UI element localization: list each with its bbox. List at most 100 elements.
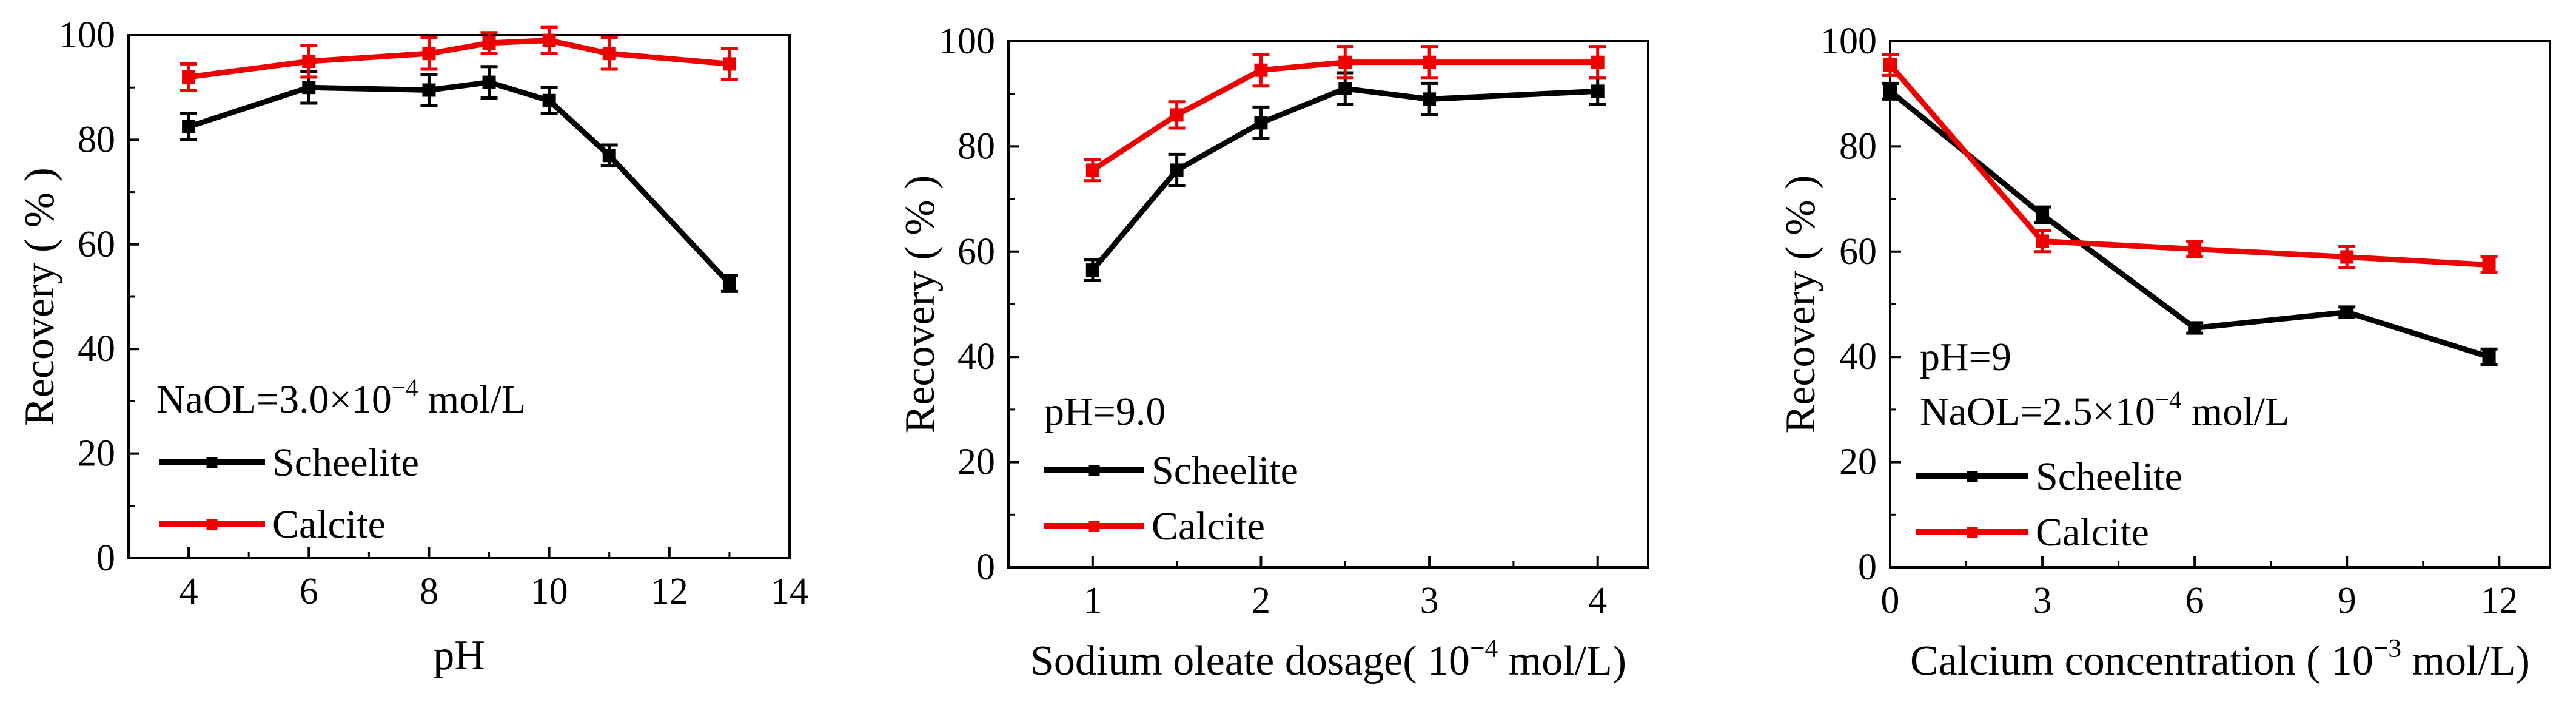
series-line bbox=[1090, 86, 1598, 272]
annotation: NaOL=2.5×10−4 mol/L bbox=[1920, 386, 2289, 434]
series-line bbox=[1888, 63, 2489, 268]
data-point bbox=[2188, 242, 2202, 256]
legend-label: Calcite bbox=[2036, 510, 2149, 555]
data-point bbox=[182, 70, 196, 84]
annotation-part-1: −4 bbox=[2155, 386, 2182, 413]
y-axis-label: Recovery ( % ) bbox=[1777, 175, 1824, 434]
legend-marker bbox=[1088, 465, 1100, 476]
data-point bbox=[2482, 258, 2496, 272]
x-axis-label-part-1: −4 bbox=[1470, 634, 1498, 663]
y-tick-label: 100 bbox=[939, 21, 995, 62]
x-tick-label: 8 bbox=[420, 571, 438, 612]
data-point bbox=[302, 55, 316, 69]
x-tick-label: 12 bbox=[2480, 580, 2518, 621]
data-point bbox=[1338, 55, 1352, 69]
annotation-part-2: mol/L bbox=[2181, 390, 2289, 434]
x-axis-label: Calcium concentration ( 10−3 mol/L) bbox=[1910, 634, 2530, 684]
chart-panel-dosage: 0 20 40 60 80 100 1 2 3 4 Sodium oleate dosage( 10… bbox=[897, 21, 1649, 684]
x-axis-label-part-2: mol/L) bbox=[1498, 638, 1626, 684]
y-tick-label: 100 bbox=[1820, 21, 1877, 62]
series-calcite bbox=[180, 25, 738, 92]
legend-label: Calcite bbox=[1152, 504, 1265, 548]
data-point bbox=[1254, 63, 1268, 77]
data-point bbox=[722, 57, 736, 71]
chart-panel-calcium: 0 20 40 60 80 100 0 3 6 9 12 Calcium concentration … bbox=[1777, 21, 2551, 684]
x-axis-label-part-2: mol/L) bbox=[2401, 638, 2530, 684]
x-tick-label: 9 bbox=[2338, 580, 2356, 621]
data-point bbox=[2036, 208, 2050, 222]
data-point bbox=[182, 120, 196, 133]
data-point bbox=[302, 81, 316, 95]
x-tick-label: 0 bbox=[1881, 580, 1900, 621]
data-point bbox=[602, 149, 616, 163]
y-tick-label: 60 bbox=[958, 231, 995, 272]
x-axis-label: Sodium oleate dosage( 10−4 mol/L) bbox=[1030, 634, 1626, 684]
data-point bbox=[1170, 108, 1184, 122]
x-tick-label: 12 bbox=[651, 571, 688, 612]
y-axis-label: Recovery ( % ) bbox=[16, 167, 63, 426]
y-tick-label: 0 bbox=[976, 547, 995, 588]
data-point bbox=[2036, 234, 2050, 248]
data-point bbox=[722, 277, 736, 291]
y-tick-label: 80 bbox=[958, 126, 995, 167]
legend-label: Scheelite bbox=[272, 440, 419, 485]
series-calcite bbox=[1882, 53, 2498, 274]
annotation-part-0: NaOL=2.5×10 bbox=[1920, 390, 2155, 434]
legend-item-scheelite: Scheelite bbox=[159, 440, 419, 485]
plot-frame bbox=[1007, 40, 1649, 569]
legend-marker bbox=[1967, 527, 1978, 538]
data-point bbox=[422, 83, 436, 97]
data-point bbox=[1423, 55, 1437, 69]
annotation: NaOL=3.0×10−4 mol/L bbox=[156, 374, 526, 422]
data-point bbox=[1423, 92, 1437, 106]
annotation: pH=9 bbox=[1920, 335, 2011, 379]
data-point bbox=[422, 47, 436, 61]
data-point bbox=[2188, 321, 2202, 335]
y-tick-label: 60 bbox=[78, 224, 115, 265]
data-point bbox=[2340, 250, 2354, 264]
data-point bbox=[1591, 55, 1605, 69]
x-tick-label: 10 bbox=[531, 571, 568, 612]
x-tick-label: 4 bbox=[1588, 580, 1607, 621]
legend-label: Calcite bbox=[272, 502, 386, 547]
x-tick-label: 6 bbox=[300, 571, 318, 612]
y-tick-label: 0 bbox=[96, 538, 115, 579]
x-tick-label: 1 bbox=[1083, 580, 1102, 621]
y-tick-label: 20 bbox=[1839, 442, 1877, 483]
y-tick-label: 100 bbox=[59, 15, 115, 56]
y-tick-label: 40 bbox=[78, 328, 115, 370]
annotation: pH=9.0 bbox=[1044, 390, 1166, 434]
data-point bbox=[2340, 305, 2354, 319]
y-tick-label: 40 bbox=[958, 336, 995, 377]
legend-item-calcite: Calcite bbox=[1916, 510, 2149, 555]
series-line bbox=[188, 38, 730, 80]
series-line bbox=[1888, 89, 2490, 360]
data-point bbox=[482, 36, 496, 50]
plot-frame bbox=[1889, 40, 2551, 569]
data-point bbox=[542, 93, 556, 107]
x-tick-label: 14 bbox=[771, 571, 808, 612]
data-point bbox=[1338, 82, 1352, 96]
data-point bbox=[482, 75, 496, 89]
series-line bbox=[1091, 59, 1598, 173]
data-point bbox=[602, 47, 616, 61]
data-point bbox=[1591, 84, 1605, 98]
x-axis-label-part-0: Sodium oleate dosage( 10 bbox=[1030, 638, 1470, 684]
x-axis-label-part-1: −3 bbox=[2373, 634, 2401, 663]
x-tick-label: 2 bbox=[1252, 580, 1270, 621]
legend-item-calcite: Calcite bbox=[159, 502, 386, 547]
legend-item-scheelite: Scheelite bbox=[1916, 454, 2182, 499]
series-line bbox=[187, 79, 732, 286]
x-tick-label: 4 bbox=[179, 571, 198, 612]
data-point bbox=[1170, 163, 1184, 177]
series-calcite bbox=[1084, 45, 1606, 183]
legend-marker bbox=[1967, 471, 1978, 482]
series-scheelite bbox=[180, 65, 738, 293]
legend-label: Scheelite bbox=[2036, 454, 2182, 499]
legend-item-calcite: Calcite bbox=[1044, 504, 1265, 548]
annotation-part-2: mol/L bbox=[418, 377, 526, 422]
x-tick-label: 3 bbox=[2033, 580, 2052, 621]
x-tick-label: 6 bbox=[2185, 580, 2204, 621]
y-tick-label: 60 bbox=[1839, 231, 1877, 272]
